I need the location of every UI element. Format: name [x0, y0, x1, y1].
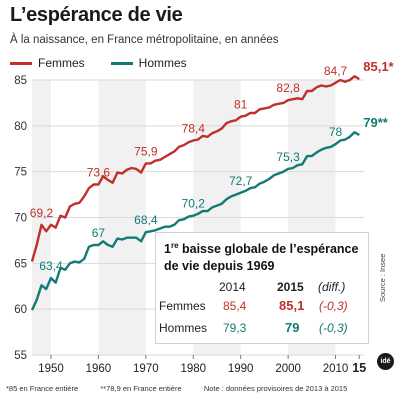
x-tick-label: 2010: [323, 363, 349, 375]
row-femmes-diff: (-0,3): [319, 299, 348, 313]
gridlines: [32, 79, 364, 356]
data-label-femmes: 78,4: [182, 122, 206, 136]
col-header-2015: 2015: [277, 280, 304, 294]
summary-title-line2: de vie depuis 1969: [164, 259, 275, 274]
chart-subtitle: À la naissance, en France métropolitaine…: [10, 34, 279, 46]
y-tick-label: 80: [14, 121, 27, 133]
y-tick-label: 70: [14, 213, 27, 225]
chart-title: L’espérance de vie: [10, 4, 183, 26]
summary-box-title: 1re baisse globale de l’espérance de vie…: [164, 237, 364, 275]
x-tick-label: 1970: [133, 363, 159, 375]
legend-label-hommes: Hommes: [138, 56, 187, 70]
x-tick-label: 1990: [228, 363, 254, 375]
source-credit: Source : Insee: [378, 253, 387, 302]
row-hommes-2014: 79,3: [223, 321, 247, 335]
x-tick-label: 15: [352, 361, 366, 375]
data-label-femmes: 75,9: [134, 144, 158, 158]
data-label-hommes: 70,2: [182, 197, 206, 211]
data-label-femmes: 85,1*: [363, 59, 394, 74]
data-label-hommes: 68,4: [134, 213, 158, 227]
data-label-femmes: 84,7: [324, 64, 348, 78]
data-label-femmes: 69,2: [30, 206, 54, 220]
row-femmes-label: Femmes: [159, 299, 206, 313]
data-label-hommes: 63,4: [39, 259, 63, 273]
data-label-hommes: 72,7: [229, 174, 253, 188]
series-line-femmes: [30, 75, 360, 262]
summary-title-line1: baisse globale de l’espérance: [178, 242, 359, 257]
footnote-femmes: *85 en France entière: [6, 384, 79, 393]
series-line-hommes: [30, 131, 360, 311]
footnote-provisional: Note : données provisoires de 2013 à 201…: [203, 384, 348, 393]
row-femmes-2014: 85,4: [223, 299, 247, 313]
row-hommes-label: Hommes: [159, 321, 208, 335]
footnote-hommes: **78,9 en France entière: [100, 384, 182, 393]
footnotes: *85 en France entière **78,9 en France e…: [6, 384, 347, 393]
x-tick-label: 1960: [86, 363, 112, 375]
data-labels: 69,2 73,6 75,9 78,4 81 82,8 84,7 85,1* 63,4 67 68,…: [30, 59, 395, 273]
series-lines: [30, 75, 360, 311]
x-axis: 1950 1960 1970 1980 1990 2000 2010 15: [38, 355, 366, 375]
legend: Femmes Hommes: [10, 56, 213, 70]
y-tick-label: 65: [14, 258, 27, 270]
data-label-femmes: 81: [234, 98, 248, 112]
summary-title-ordinal-suffix: re: [170, 241, 179, 250]
data-label-hommes: 75,3: [276, 150, 300, 164]
data-label-hommes: 79**: [363, 115, 389, 130]
y-tick-label: 60: [14, 304, 27, 316]
y-tick-label: 55: [14, 350, 27, 362]
row-hommes-diff: (-0,3): [319, 321, 348, 335]
legend-swatch-hommes: [110, 61, 133, 65]
legend-swatch-femmes: [10, 61, 32, 65]
y-tick-label: 85: [14, 75, 27, 87]
y-tick-label: 75: [14, 167, 27, 179]
row-hommes-2015: 79: [285, 320, 300, 335]
legend-item-hommes: Hommes: [110, 56, 187, 70]
x-tick-label: 1980: [180, 363, 206, 375]
data-label-femmes: 82,8: [276, 81, 300, 95]
publisher-logo: idé: [377, 353, 394, 370]
col-header-diff: (diff.): [318, 280, 346, 294]
legend-item-femmes: Femmes: [10, 56, 85, 70]
summary-title-ordinal: 1: [164, 242, 171, 257]
x-tick-label: 1950: [38, 363, 64, 375]
row-femmes-2015: 85,1: [279, 298, 305, 313]
data-label-hommes: 78: [329, 125, 343, 139]
y-axis: 55 60 65 70 75 80 85: [14, 75, 27, 362]
legend-label-femmes: Femmes: [38, 56, 85, 70]
data-label-hommes: 67: [92, 226, 106, 240]
x-tick-label: 2000: [275, 363, 301, 375]
summary-box: 1re baisse globale de l’espérance de vie…: [155, 232, 369, 344]
col-header-2014: 2014: [219, 280, 246, 294]
data-label-femmes: 73,6: [87, 166, 111, 180]
